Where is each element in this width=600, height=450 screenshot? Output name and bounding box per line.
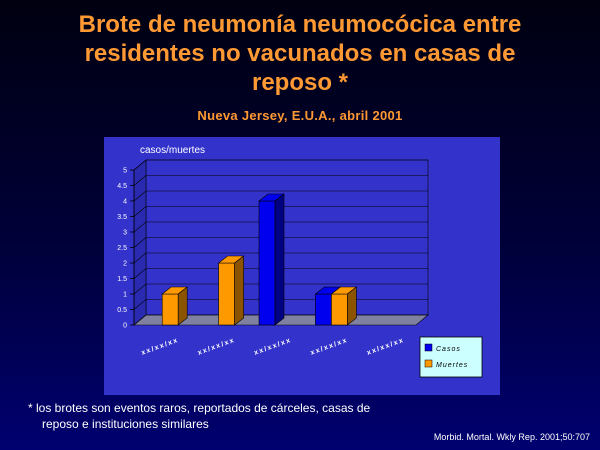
slide-title-line-1: Brote de neumonía neumocócica entre xyxy=(78,11,522,38)
legend-label: Casos xyxy=(436,346,461,353)
legend-label: Muertes xyxy=(436,362,468,369)
bar-front xyxy=(218,262,235,326)
bar-front xyxy=(315,293,332,326)
gridline xyxy=(133,206,428,217)
y-tick-label: 0.5 xyxy=(117,307,127,314)
footnote-line-1: * los brotes son eventos raros, reportad… xyxy=(28,401,371,415)
y-tick-label: 3.5 xyxy=(117,214,127,221)
bar-side xyxy=(347,286,357,326)
legend-swatch xyxy=(424,343,433,352)
bar-side xyxy=(177,286,188,326)
y-tick-label: 4 xyxy=(123,199,127,206)
bar-front xyxy=(331,293,348,326)
bar-side xyxy=(274,193,285,326)
bar xyxy=(330,286,358,326)
y-tick-label: 4.5 xyxy=(117,183,127,190)
gridline xyxy=(133,221,428,233)
gridline xyxy=(133,237,428,248)
bar-side xyxy=(234,255,244,326)
y-tick-label: 3 xyxy=(123,230,127,237)
legend: Casos Muertes xyxy=(419,336,483,378)
y-tick-label: 2.5 xyxy=(117,245,127,252)
bar-chart: 00.511.522.533.544.55casos/muertesxx/xx/… xyxy=(104,137,500,395)
y-tick-label: 5 xyxy=(123,168,127,175)
bar-front xyxy=(258,200,276,326)
slide-title-line-3: reposo * xyxy=(251,69,349,96)
y-tick-label: 2 xyxy=(123,261,127,268)
slide-title: Brote de neumonía neumocócica entre resi… xyxy=(0,10,600,97)
footnote: * los brotes son eventos raros, reportad… xyxy=(28,400,448,432)
gridline xyxy=(133,190,428,202)
slide-title-line-2: residentes no vacunados en casas de xyxy=(84,40,516,67)
gridline xyxy=(133,252,428,264)
gridline xyxy=(133,268,428,279)
bar xyxy=(258,193,285,326)
y-tick-label: 1.5 xyxy=(117,276,127,283)
y-axis-label: casos/muertes xyxy=(140,145,205,156)
y-tick-label: 1 xyxy=(123,292,127,299)
source-citation: Morbid. Mortal. Wkly Rep. 2001;50:707 xyxy=(433,432,590,442)
legend-swatch xyxy=(424,359,433,368)
bar xyxy=(217,255,245,326)
legend-box xyxy=(419,336,483,378)
gridline xyxy=(133,159,428,171)
bar-front xyxy=(161,293,179,326)
gridline xyxy=(133,175,428,186)
slide-subtitle: Nueva Jersey, E.U.A., abril 2001 xyxy=(197,108,403,123)
y-tick-label: 0 xyxy=(123,323,127,330)
bar xyxy=(161,286,189,326)
footnote-line-2: reposo e instituciones similares xyxy=(42,417,209,431)
gridline xyxy=(133,283,428,295)
